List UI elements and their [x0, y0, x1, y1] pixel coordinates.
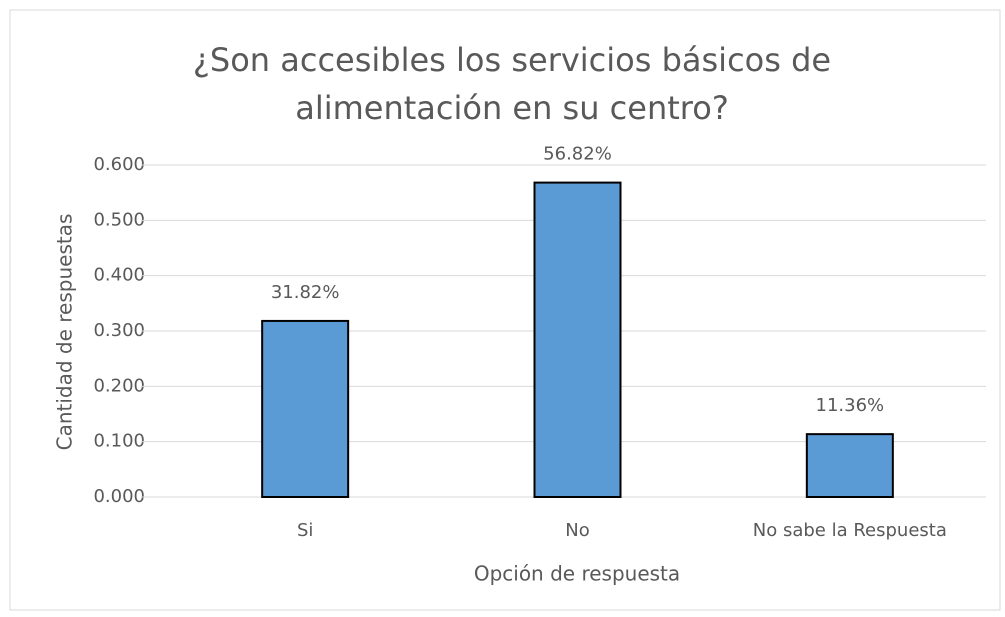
- chart-frame: [9, 9, 1001, 611]
- x-tick-label: No sabe la Respuesta: [753, 520, 947, 541]
- chart-title: alimentación en su centro?: [295, 89, 729, 127]
- y-tick-label: 0.100: [93, 431, 145, 452]
- x-axis-label: Opción de respuesta: [474, 562, 680, 586]
- bar: [261, 319, 350, 498]
- bar: [805, 433, 894, 498]
- data-label: 11.36%: [816, 395, 885, 416]
- x-tick-label: Si: [297, 520, 313, 541]
- y-tick-label: 0.500: [93, 209, 145, 230]
- data-label: 56.82%: [543, 144, 612, 165]
- y-tick-label: 0.300: [93, 320, 145, 341]
- x-tick-label: No: [565, 520, 589, 541]
- y-axis-label: Cantidad de respuestas: [53, 214, 77, 451]
- y-tick-label: 0.000: [93, 486, 145, 507]
- y-tick-label: 0.600: [93, 154, 145, 175]
- y-tick-label: 0.400: [93, 265, 145, 286]
- data-label: 31.82%: [271, 282, 340, 303]
- y-tick-label: 0.200: [93, 375, 145, 396]
- chart-title: ¿Son accesibles los servicios básicos de: [193, 41, 831, 79]
- bar: [533, 181, 622, 498]
